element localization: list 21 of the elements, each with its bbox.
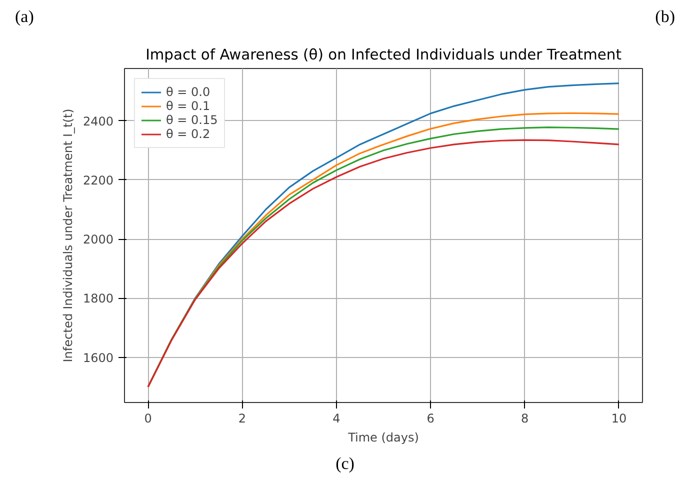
y-tick-label: 1600 <box>82 350 114 365</box>
legend-label: θ = 0.15 <box>166 113 218 127</box>
legend-label: θ = 0.0 <box>166 85 210 99</box>
x-tick-label: 2 <box>238 412 246 426</box>
x-tick-label: 10 <box>611 412 627 426</box>
x-tick-label: 8 <box>520 412 529 426</box>
x-tick-label: 4 <box>332 412 340 426</box>
y-axis-title: Infected Individuals under Treatment I_t(t) <box>60 108 75 362</box>
legend-label: θ = 0.2 <box>166 127 210 141</box>
y-tick-label: 2000 <box>82 232 114 247</box>
x-tick-label: 0 <box>144 412 152 426</box>
chart-title: Impact of Awareness (θ) on Infected Individuals under Treatment <box>146 46 622 64</box>
text: (c) <box>336 454 354 473</box>
text: (a) <box>15 7 34 26</box>
y-tick-label: 1800 <box>82 292 114 306</box>
x-tick-label: 6 <box>426 412 434 426</box>
text: (b) <box>655 7 675 26</box>
x-axis-title: Time (days) <box>347 430 419 444</box>
y-tick-label: 2400 <box>82 114 114 128</box>
legend-label: θ = 0.1 <box>166 99 210 113</box>
y-tick-label: 2200 <box>82 173 114 188</box>
